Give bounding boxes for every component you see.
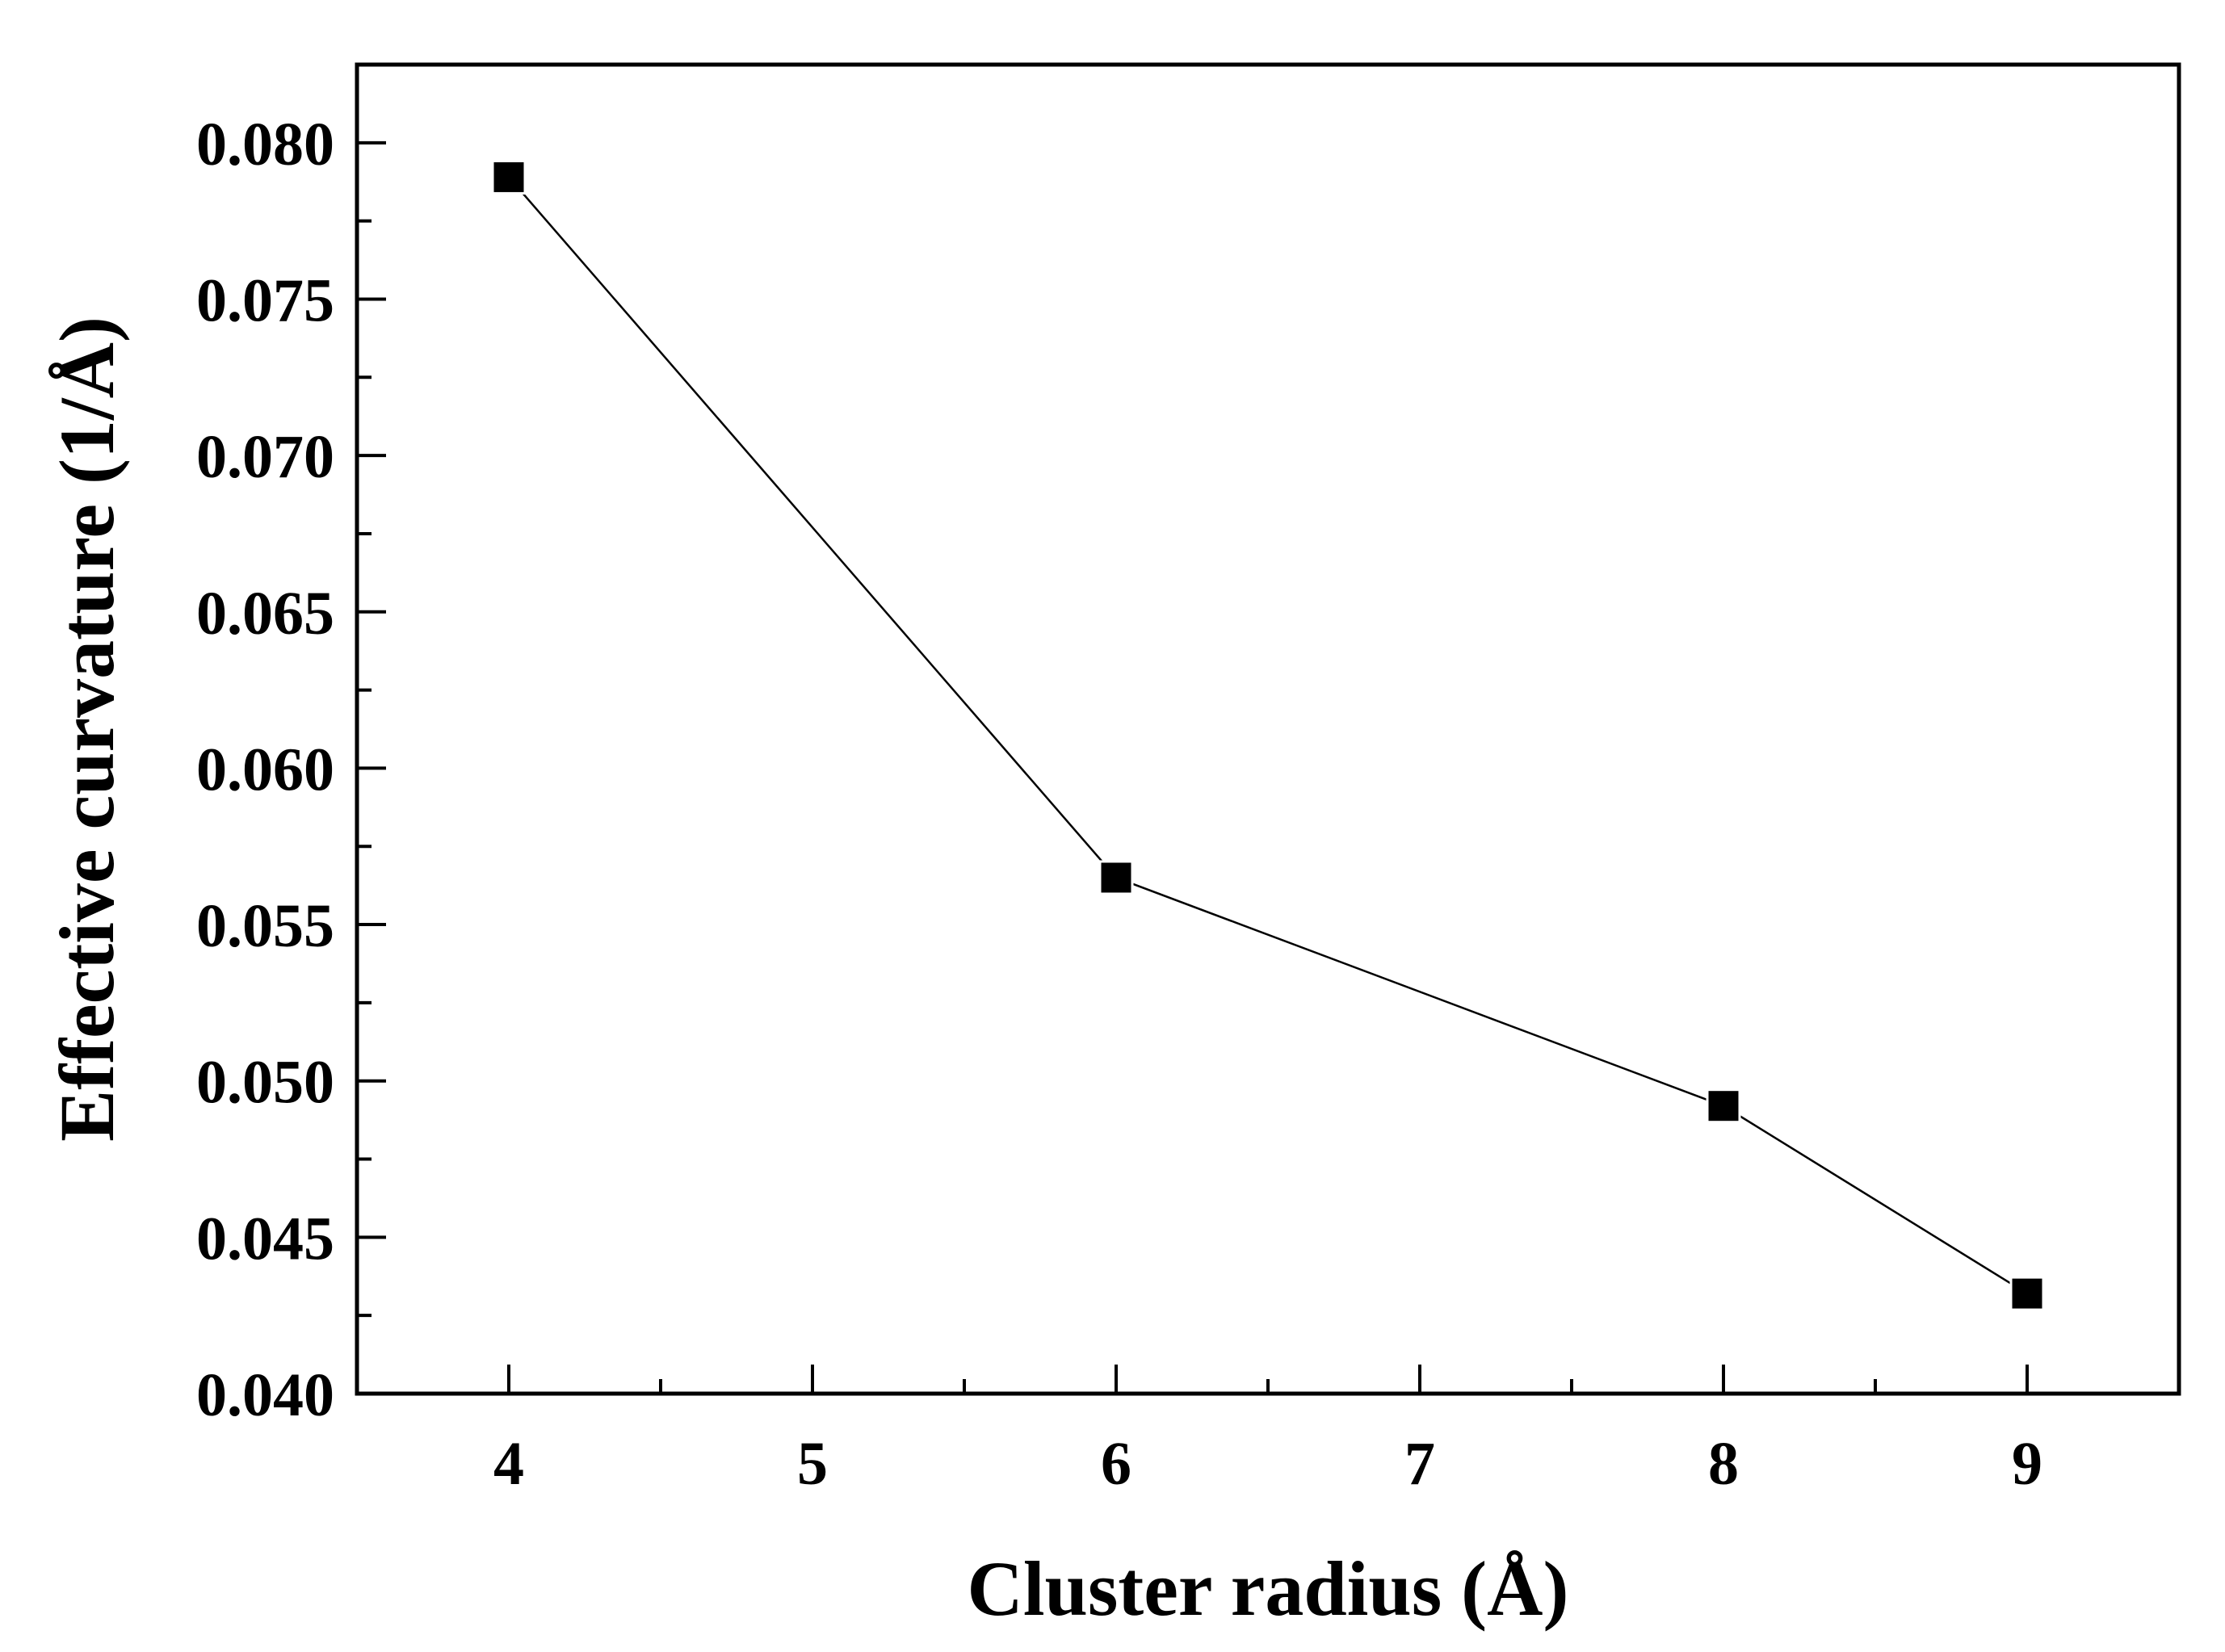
y-tick-label: 0.080 (196, 111, 334, 178)
y-tick-label: 0.040 (196, 1361, 334, 1429)
y-tick-label: 0.075 (196, 266, 334, 334)
data-point-marker (491, 159, 527, 195)
y-tick-label: 0.070 (196, 423, 334, 491)
x-tick-label: 4 (493, 1430, 524, 1498)
plot-frame (355, 62, 2181, 1396)
series-layer (491, 159, 2045, 1311)
x-tick-label: 5 (797, 1430, 828, 1498)
x-tick-label: 7 (1404, 1430, 1435, 1498)
x-axis-ticks: 4 5 6 7 8 9 (493, 1365, 2042, 1498)
x-tick-label: 6 (1101, 1430, 1131, 1498)
y-tick-label: 0.060 (196, 736, 334, 803)
x-tick-label: 9 (2012, 1430, 2042, 1498)
y-axis-ticks: 0.040 0.045 0.050 0.055 0.060 0.065 0.070 0.075… (196, 63, 386, 1429)
x-axis-title: Cluster radius (Å) (968, 1545, 1569, 1632)
y-tick-label: 0.050 (196, 1049, 334, 1117)
y-tick-label: 0.065 (196, 580, 334, 648)
series-line (508, 176, 2028, 1295)
y-axis-title: Effective curvature (1/Å) (44, 317, 130, 1142)
data-point-marker (2009, 1276, 2045, 1311)
y-tick-label: 0.055 (196, 892, 334, 960)
data-point-marker (1098, 860, 1134, 895)
y-tick-label: 0.045 (196, 1205, 334, 1273)
x-tick-label: 8 (1708, 1430, 1739, 1498)
data-point-marker (1706, 1088, 1741, 1124)
